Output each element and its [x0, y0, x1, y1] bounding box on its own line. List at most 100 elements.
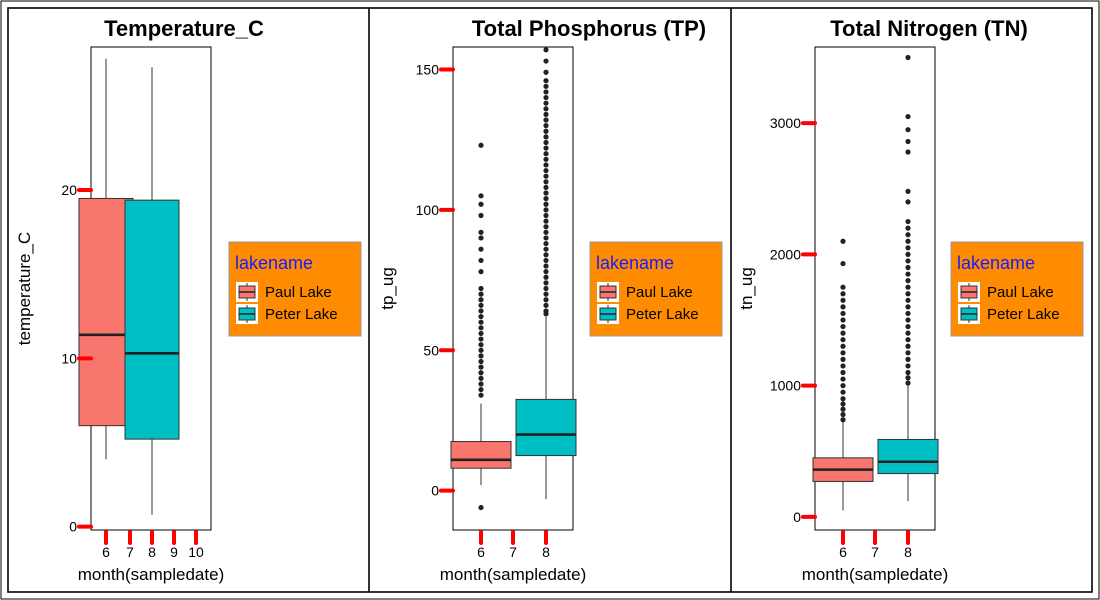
outlier-point-peter-lake [543, 78, 549, 84]
x-tick-label: 7 [871, 544, 879, 560]
outlier-point-peter-lake [543, 179, 549, 185]
outlier-point-peter-lake [905, 127, 911, 133]
outlier-point-peter-lake [543, 291, 549, 297]
outlier-point-paul-lake [478, 381, 484, 387]
outlier-point-peter-lake [543, 224, 549, 230]
outlier-point-paul-lake [840, 396, 846, 402]
outlier-point-paul-lake [840, 401, 846, 407]
outlier-point-peter-lake [543, 100, 549, 106]
outlier-point-paul-lake [840, 310, 846, 317]
legend-entry-label: Peter Lake [626, 306, 699, 323]
panel-title: Total Nitrogen (TN) [830, 16, 1028, 41]
outlier-point-paul-lake [840, 417, 846, 423]
outlier-point-paul-lake [840, 389, 846, 395]
x-axis-title: month(sampledate) [78, 565, 224, 584]
outlier-point-paul-lake [840, 343, 846, 349]
outlier-point-peter-lake [543, 302, 549, 308]
outlier-point-peter-lake [543, 274, 549, 280]
outlier-point-paul-lake [478, 330, 484, 337]
outlier-point-paul-lake [840, 337, 846, 343]
x-tick-label: 9 [170, 544, 178, 560]
y-tick-label: 0 [431, 483, 439, 499]
outlier-point-paul-lake [478, 235, 484, 241]
outlier-point-peter-lake [905, 54, 911, 61]
outlier-point-paul-lake [478, 375, 484, 381]
outlier-point-peter-lake [543, 229, 549, 235]
outlier-point-peter-lake [905, 225, 911, 231]
outlier-point-peter-lake [905, 278, 911, 284]
outlier-point-peter-lake [905, 369, 911, 376]
outlier-point-paul-lake [478, 370, 484, 376]
outlier-point-paul-lake [840, 411, 846, 418]
outlier-point-paul-lake [478, 229, 484, 235]
legend-entry-label: Peter Lake [987, 306, 1060, 323]
outlier-point-peter-lake [543, 218, 549, 224]
x-tick-label: 7 [509, 544, 517, 560]
outlier-point-paul-lake [840, 304, 846, 310]
panel-title: Total Phosphorus (TP) [472, 16, 706, 41]
outlier-point-paul-lake [478, 347, 484, 353]
outlier-point-peter-lake [905, 291, 911, 297]
outlier-point-peter-lake [905, 264, 911, 271]
outlier-point-paul-lake [840, 356, 846, 362]
x-tick-label: 8 [904, 544, 912, 560]
outlier-point-peter-lake [543, 196, 549, 202]
outlier-point-peter-lake [543, 207, 549, 213]
x-tick-label: 6 [477, 544, 485, 560]
outlier-point-paul-lake [840, 323, 846, 330]
outlier-point-paul-lake [478, 302, 484, 308]
box-peter-lake [877, 438, 939, 475]
outlier-point-paul-lake [478, 392, 484, 398]
outlier-point-peter-lake [543, 201, 549, 207]
outlier-point-paul-lake [840, 369, 846, 376]
x-tick-label: 8 [148, 544, 156, 560]
y-tick-label: 0 [69, 519, 77, 535]
y-tick-label: 20 [61, 182, 77, 198]
outlier-point-paul-lake [478, 342, 484, 348]
outlier-point-paul-lake [840, 238, 846, 244]
y-tick-label: 3000 [770, 115, 801, 131]
outlier-point-peter-lake [543, 297, 549, 303]
outlier-point-peter-lake [543, 58, 549, 64]
outlier-point-paul-lake [840, 350, 846, 356]
y-tick-label: 0 [793, 509, 801, 525]
legend-entry-label: Paul Lake [626, 284, 693, 301]
outlier-point-peter-lake [905, 343, 911, 349]
outlier-point-peter-lake [905, 363, 911, 369]
outlier-point-peter-lake [905, 238, 911, 244]
outlier-point-peter-lake [543, 117, 549, 123]
outlier-point-peter-lake [543, 123, 549, 129]
outlier-point-peter-lake [543, 263, 549, 269]
x-tick-label: 6 [839, 544, 847, 560]
outlier-point-paul-lake [478, 386, 484, 393]
x-axis-title: month(sampledate) [440, 565, 586, 584]
y-tick-label: 100 [416, 202, 440, 218]
legend-entry-label: Peter Lake [265, 306, 338, 323]
y-tick-label: 2000 [770, 246, 801, 262]
outlier-point-peter-lake [905, 330, 911, 336]
outlier-point-peter-lake [543, 134, 549, 140]
outlier-point-peter-lake [905, 375, 911, 381]
outlier-point-peter-lake [543, 257, 549, 264]
legend-entry-label: Paul Lake [265, 284, 332, 301]
outlier-point-peter-lake [905, 304, 911, 310]
y-tick-label: 50 [423, 342, 439, 358]
outlier-point-paul-lake [840, 291, 846, 297]
outlier-point-peter-lake [543, 151, 549, 157]
outlier-point-paul-lake [478, 285, 484, 292]
outlier-point-peter-lake [543, 89, 549, 95]
panel-title: Temperature_C [104, 16, 264, 41]
x-tick-label: 7 [126, 544, 134, 560]
outlier-point-peter-lake [905, 380, 911, 386]
box-peter-lake [515, 398, 577, 457]
x-tick-label: 8 [542, 544, 550, 560]
outlier-point-peter-lake [543, 280, 549, 286]
box-peter-lake [124, 199, 180, 440]
y-axis-title: temperature_C [15, 232, 34, 345]
outlier-point-paul-lake [478, 246, 484, 252]
outlier-point-peter-lake [543, 285, 549, 292]
outlier-point-paul-lake [478, 201, 484, 207]
outlier-point-peter-lake [905, 113, 911, 120]
outlier-point-peter-lake [905, 323, 911, 330]
outlier-point-paul-lake [478, 504, 484, 511]
